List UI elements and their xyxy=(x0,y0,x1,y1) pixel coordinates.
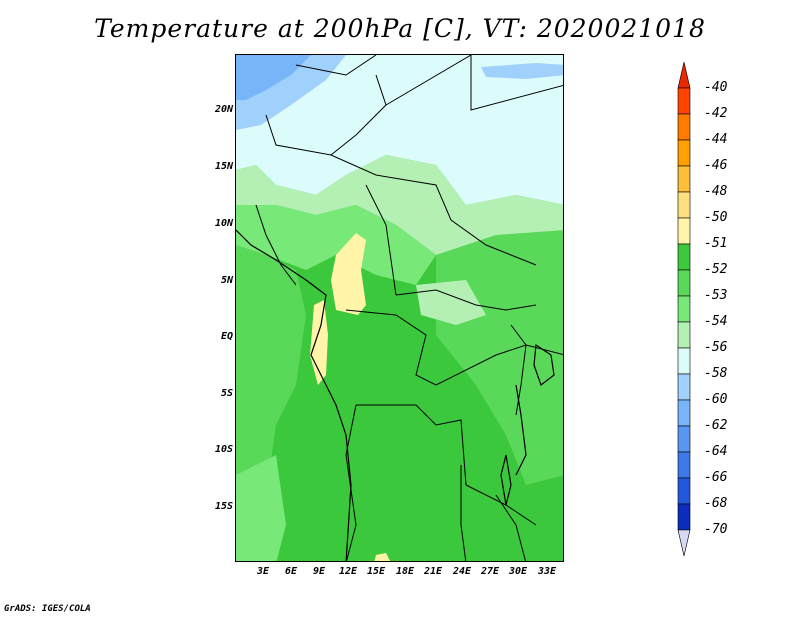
colorbar-label: -60 xyxy=(704,392,728,407)
colorbar-box xyxy=(677,503,691,531)
lon-label-6e: 6E xyxy=(284,566,298,577)
chart-title: Temperature at 200hPa [C], VT: 202002101… xyxy=(94,14,706,43)
lon-label-30e: 30E xyxy=(508,566,528,577)
lat-label-5n: 5N xyxy=(220,275,233,286)
colorbar-box xyxy=(677,321,691,349)
colorbar-box xyxy=(677,191,691,219)
lon-label-24e: 24E xyxy=(452,566,472,577)
map-panel xyxy=(235,54,564,562)
lat-label-15s: 15S xyxy=(214,501,233,512)
lon-label-18e: 18E xyxy=(395,566,415,577)
colorbar-label: -51 xyxy=(704,236,728,251)
lon-label-9e: 9E xyxy=(312,566,326,577)
lat-label-20n: 20N xyxy=(214,104,233,115)
lat-label-15n: 15N xyxy=(214,161,233,172)
colorbar-box xyxy=(677,295,691,323)
colorbar-box xyxy=(677,217,691,245)
lon-label-21e: 21E xyxy=(423,566,443,577)
colorbar-label: -64 xyxy=(704,444,728,459)
colorbar-box xyxy=(677,139,691,167)
lon-label-33e: 33E xyxy=(537,566,557,577)
colorbar-label: -62 xyxy=(704,418,728,433)
colorbar-box xyxy=(677,425,691,453)
colorbar-label: -48 xyxy=(704,184,728,199)
colorbar-top-triangle xyxy=(677,61,691,89)
colorbar-label: -70 xyxy=(704,522,728,537)
field-minus56-ne xyxy=(481,63,563,79)
lat-label-10s: 10S xyxy=(214,444,233,455)
colorbar-label: -68 xyxy=(704,496,728,511)
lon-label-3e: 3E xyxy=(256,566,270,577)
colorbar-box xyxy=(677,113,691,141)
colorbar-box xyxy=(677,243,691,271)
temperature-field xyxy=(236,55,563,561)
lon-label-12e: 12E xyxy=(338,566,358,577)
field-minus51-cameroon xyxy=(331,233,366,315)
colorbar-box xyxy=(677,87,691,115)
colorbar-box xyxy=(677,399,691,427)
colorbar-box xyxy=(677,477,691,505)
colorbar-box xyxy=(677,165,691,193)
field-minus54-north xyxy=(236,55,563,205)
field-minus54-central xyxy=(416,280,486,325)
colorbar-bottom-triangle xyxy=(677,529,691,557)
field-minus58-nw xyxy=(236,55,311,100)
colorbar-box xyxy=(677,451,691,479)
colorbar-label: -58 xyxy=(704,366,728,381)
colorbar-label: -46 xyxy=(704,158,728,173)
lon-label-27e: 27E xyxy=(480,566,500,577)
credit-text: GrADS: IGES/COLA xyxy=(4,604,91,614)
field-minus54-band xyxy=(236,155,563,255)
colorbar-label: -42 xyxy=(704,106,728,121)
colorbar-label: -66 xyxy=(704,470,728,485)
colorbar-label: -50 xyxy=(704,210,728,225)
lat-label-eq: EQ xyxy=(220,331,233,342)
colorbar-label: -54 xyxy=(704,314,728,329)
lat-label-10n: 10N xyxy=(214,218,233,229)
field-minus51-gabon xyxy=(310,300,328,385)
colorbar-box xyxy=(677,347,691,375)
field-minus51-south xyxy=(374,553,390,561)
colorbar-label: -56 xyxy=(704,340,728,355)
field-minus54-southwest xyxy=(236,455,286,561)
colorbar-box xyxy=(677,269,691,297)
colorbar-box xyxy=(677,373,691,401)
colorbar-label: -53 xyxy=(704,288,728,303)
colorbar-label: -52 xyxy=(704,262,728,277)
colorbar-label: -40 xyxy=(704,80,728,95)
lat-label-5s: 5S xyxy=(220,388,233,399)
lon-label-15e: 15E xyxy=(366,566,386,577)
colorbar-label: -44 xyxy=(704,132,728,147)
